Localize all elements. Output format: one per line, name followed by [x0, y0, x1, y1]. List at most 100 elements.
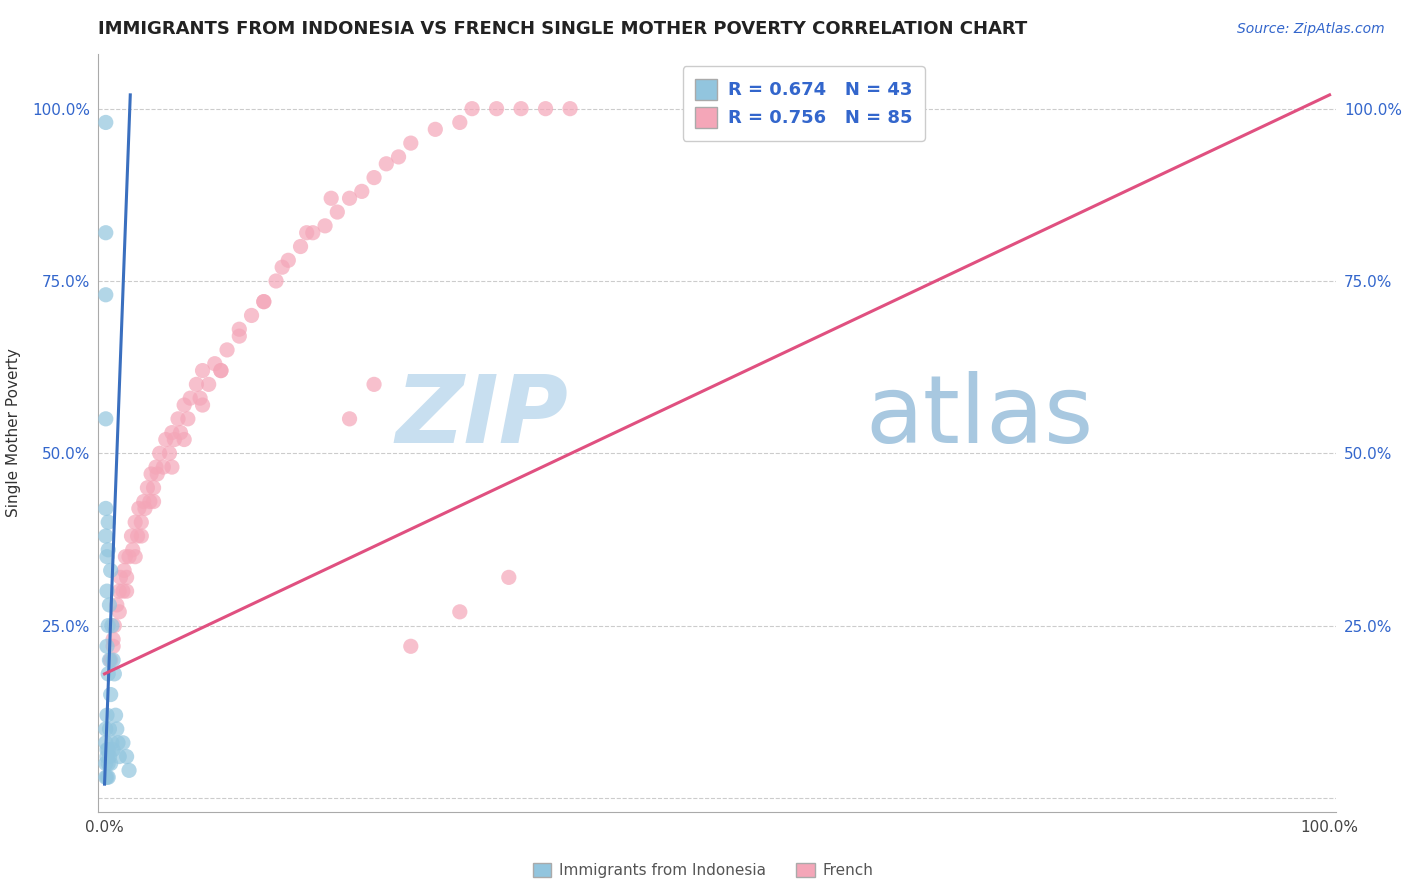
Point — [108, 749, 131, 764]
Point — [498, 570, 520, 584]
Point — [111, 584, 134, 599]
Point — [186, 377, 208, 392]
Point — [115, 584, 138, 599]
Point — [240, 309, 263, 323]
Point — [461, 102, 484, 116]
Point — [558, 102, 581, 116]
Point — [108, 605, 131, 619]
Point — [375, 157, 398, 171]
Point — [449, 605, 471, 619]
Point — [160, 460, 183, 475]
Point — [339, 412, 361, 426]
Point — [100, 653, 122, 667]
Point — [204, 357, 226, 371]
Point — [101, 742, 124, 756]
Point — [534, 102, 557, 116]
Point — [96, 549, 118, 564]
Point — [326, 205, 349, 219]
Point — [96, 708, 118, 723]
Point — [177, 412, 200, 426]
Point — [191, 363, 214, 377]
Point — [97, 515, 120, 529]
Point — [228, 329, 250, 343]
Point — [145, 460, 167, 475]
Point — [152, 460, 174, 475]
Text: Source: ZipAtlas.com: Source: ZipAtlas.com — [1237, 22, 1385, 37]
Y-axis label: Single Mother Poverty: Single Mother Poverty — [6, 348, 21, 517]
Point — [94, 412, 117, 426]
Point — [96, 770, 118, 784]
Point — [215, 343, 238, 357]
Point — [115, 749, 138, 764]
Point — [134, 501, 156, 516]
Point — [100, 756, 122, 771]
Point — [146, 467, 169, 481]
Point — [98, 598, 121, 612]
Point — [124, 549, 146, 564]
Point — [179, 391, 201, 405]
Point — [387, 150, 409, 164]
Point — [128, 501, 150, 516]
Point — [97, 756, 120, 771]
Point — [449, 115, 471, 129]
Point — [94, 501, 117, 516]
Point — [129, 529, 152, 543]
Point — [98, 749, 121, 764]
Point — [139, 467, 162, 481]
Point — [118, 764, 141, 778]
Point — [167, 412, 190, 426]
Point — [94, 736, 117, 750]
Point — [105, 722, 128, 736]
Point — [163, 433, 186, 447]
Point — [96, 749, 118, 764]
Point — [97, 742, 120, 756]
Point — [339, 191, 361, 205]
Point — [188, 391, 211, 405]
Point — [101, 632, 124, 647]
Point — [108, 584, 131, 599]
Point — [105, 598, 128, 612]
Legend: R = 0.674   N = 43, R = 0.756   N = 85: R = 0.674 N = 43, R = 0.756 N = 85 — [682, 66, 925, 141]
Point — [197, 377, 219, 392]
Point — [112, 564, 135, 578]
Text: atlas: atlas — [866, 371, 1094, 464]
Point — [94, 287, 117, 301]
Point — [253, 294, 276, 309]
Point — [173, 433, 195, 447]
Point — [173, 398, 195, 412]
Text: ZIP: ZIP — [395, 371, 568, 464]
Point — [124, 515, 146, 529]
Point — [363, 170, 385, 185]
Point — [101, 618, 124, 632]
Point — [314, 219, 336, 233]
Point — [485, 102, 508, 116]
Point — [104, 708, 127, 723]
Point — [97, 770, 120, 784]
Point — [97, 618, 120, 632]
Point — [101, 640, 124, 654]
Point — [301, 226, 323, 240]
Point — [98, 722, 121, 736]
Point — [103, 618, 125, 632]
Point — [121, 542, 143, 557]
Point — [363, 377, 385, 392]
Point — [101, 736, 124, 750]
Point — [111, 736, 134, 750]
Point — [100, 688, 122, 702]
Point — [209, 363, 232, 377]
Point — [96, 640, 118, 654]
Point — [399, 640, 422, 654]
Point — [295, 226, 318, 240]
Legend: Immigrants from Indonesia, French: Immigrants from Indonesia, French — [527, 857, 879, 884]
Point — [129, 515, 152, 529]
Point — [94, 770, 117, 784]
Point — [142, 494, 165, 508]
Point — [107, 736, 129, 750]
Point — [118, 549, 141, 564]
Point — [121, 529, 143, 543]
Point — [425, 122, 447, 136]
Point — [94, 529, 117, 543]
Point — [264, 274, 287, 288]
Point — [98, 653, 121, 667]
Point — [191, 398, 214, 412]
